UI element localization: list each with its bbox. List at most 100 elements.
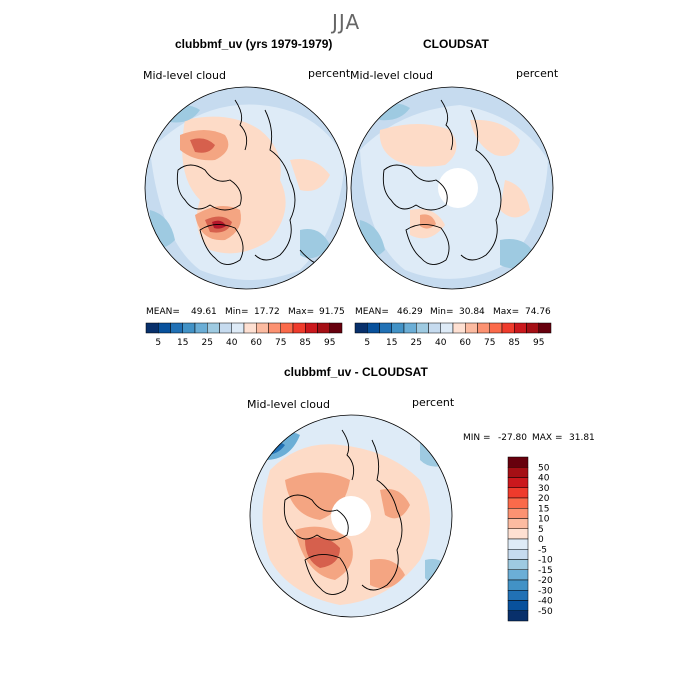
colorbar3-tick-label: 5 xyxy=(538,525,544,535)
colorbar1-tick-label: 85 xyxy=(300,338,311,348)
colorbar3-tick-label: -20 xyxy=(538,576,553,586)
colorbar2-swatch xyxy=(367,322,380,334)
panel2-min-value: 30.84 xyxy=(459,307,485,317)
colorbar3-swatch xyxy=(507,508,529,519)
panel1-min-value: 17.72 xyxy=(254,307,280,317)
colorbar3-swatch xyxy=(507,559,529,570)
colorbar2-swatch xyxy=(489,322,503,334)
colorbar3-swatch xyxy=(507,518,529,529)
colorbar1-tick-label: 40 xyxy=(226,338,238,348)
colorbar2-swatch xyxy=(477,322,490,334)
panel3-title: clubbmf_uv - CLOUDSAT xyxy=(284,365,428,379)
colorbar2-swatch xyxy=(440,322,454,334)
colorbar2-tick-label: 40 xyxy=(435,338,447,348)
colorbar2-swatch xyxy=(452,322,466,334)
colorbar2-swatch xyxy=(465,322,478,334)
colorbar3-swatch xyxy=(507,569,529,581)
colorbar3-tick-label: 10 xyxy=(538,515,550,525)
panel2-left-label: Mid-level cloud xyxy=(350,69,433,82)
page-title: JJA xyxy=(332,10,361,34)
colorbar1-tick-label: 75 xyxy=(275,338,286,348)
panel1-mean-label: MEAN= xyxy=(146,307,180,317)
colorbar3-tick-label: 15 xyxy=(538,504,549,514)
colorbar3-swatch xyxy=(507,456,529,468)
colorbar2-swatch xyxy=(538,322,552,334)
colorbar3-swatch xyxy=(507,467,529,478)
colorbar1-swatch xyxy=(329,322,343,334)
panel3-max-value: 31.81 xyxy=(569,433,595,443)
colorbar2-swatch xyxy=(526,322,539,334)
colorbar1-swatch xyxy=(145,322,159,334)
panel1-max-label: Max= xyxy=(288,307,315,317)
panel2-mean-value: 46.29 xyxy=(397,307,423,317)
colorbar1-swatch xyxy=(292,322,306,334)
panel3-max-label: MAX = xyxy=(532,433,563,443)
colorbar3-tick-label: 40 xyxy=(538,474,550,484)
colorbar2-swatch xyxy=(354,322,368,334)
colorbar1-swatch xyxy=(280,322,294,334)
colorbar3-tick-label: 0 xyxy=(538,535,544,545)
panel2-right-label: percent xyxy=(516,67,559,80)
colorbar3-tick-label: -40 xyxy=(538,597,553,607)
colorbar2-tick-label: 25 xyxy=(411,338,422,348)
colorbar2-swatch xyxy=(391,322,405,334)
colorbar3-swatch xyxy=(507,549,529,560)
colorbar2-tick-label: 15 xyxy=(386,338,397,348)
colorbar3-tick-label: -50 xyxy=(538,607,553,617)
panel1-mean-value: 49.61 xyxy=(191,307,217,317)
colorbar3-swatch xyxy=(507,528,529,540)
colorbar3-tick-label: -10 xyxy=(538,556,553,566)
panel2-title: CLOUDSAT xyxy=(423,37,489,51)
colorbar1-swatch xyxy=(243,322,257,334)
colorbar1-swatch xyxy=(207,322,220,334)
colorbar-panel1: 5 15 25 40 60 75 85 95 xyxy=(145,322,343,348)
colorbar1-swatch xyxy=(317,322,330,334)
colorbar3-swatch xyxy=(507,477,529,488)
map-panel-cloudsat xyxy=(350,86,554,290)
panel1-max-value: 91.75 xyxy=(319,307,345,317)
colorbar2-swatch xyxy=(501,322,515,334)
colorbar2-swatch xyxy=(428,322,441,334)
colorbar2-tick-label: 5 xyxy=(364,338,370,348)
colorbar1-tick-label: 15 xyxy=(177,338,188,348)
map-panel-model xyxy=(144,86,348,290)
colorbar2-tick-label: 95 xyxy=(533,338,544,348)
colorbar1-swatch xyxy=(170,322,183,334)
panel3-left-label: Mid-level cloud xyxy=(247,398,330,411)
panel2-max-value: 74.76 xyxy=(525,307,551,317)
colorbar3-tick-label: 20 xyxy=(538,494,550,504)
colorbar2-swatch xyxy=(416,322,429,334)
map-panel-difference xyxy=(249,414,453,618)
colorbar3-swatch xyxy=(507,590,529,601)
colorbar3-tick-label: 30 xyxy=(538,484,550,494)
colorbar2-swatch xyxy=(379,322,392,334)
panel2-max-label: Max= xyxy=(493,307,520,317)
colorbar1-swatch xyxy=(158,322,171,334)
colorbar1-tick-label: 25 xyxy=(202,338,213,348)
colorbar3-swatch xyxy=(507,497,529,509)
panel2-min-label: Min= xyxy=(430,307,454,317)
colorbar3-swatch xyxy=(507,600,529,611)
colorbar2-tick-label: 85 xyxy=(509,338,520,348)
colorbar3-swatch xyxy=(507,538,529,550)
colorbar-panel2: 5 15 25 40 60 75 85 95 xyxy=(354,322,552,348)
colorbar3-tick-label: 50 xyxy=(538,463,550,473)
panel2-mean-label: MEAN= xyxy=(355,307,389,317)
panel3-right-label: percent xyxy=(412,396,455,409)
colorbar1-swatch xyxy=(194,322,208,334)
panel1-left-label: Mid-level cloud xyxy=(143,69,226,82)
colorbar3-swatch xyxy=(507,610,529,622)
colorbar1-tick-label: 95 xyxy=(324,338,335,348)
colorbar2-swatch xyxy=(514,322,527,334)
colorbar3-tick-label: -15 xyxy=(538,566,553,576)
colorbar3-tick-label: -30 xyxy=(538,586,553,596)
colorbar1-tick-label: 5 xyxy=(155,338,161,348)
panel1-title: clubbmf_uv (yrs 1979-1979) xyxy=(175,37,333,51)
panel1-right-label: percent xyxy=(308,67,351,80)
panel3-min-label: MIN = xyxy=(463,433,491,443)
colorbar1-swatch xyxy=(305,322,318,334)
panel3-min-value: -27.80 xyxy=(498,433,528,443)
colorbar3-swatch xyxy=(507,579,529,591)
